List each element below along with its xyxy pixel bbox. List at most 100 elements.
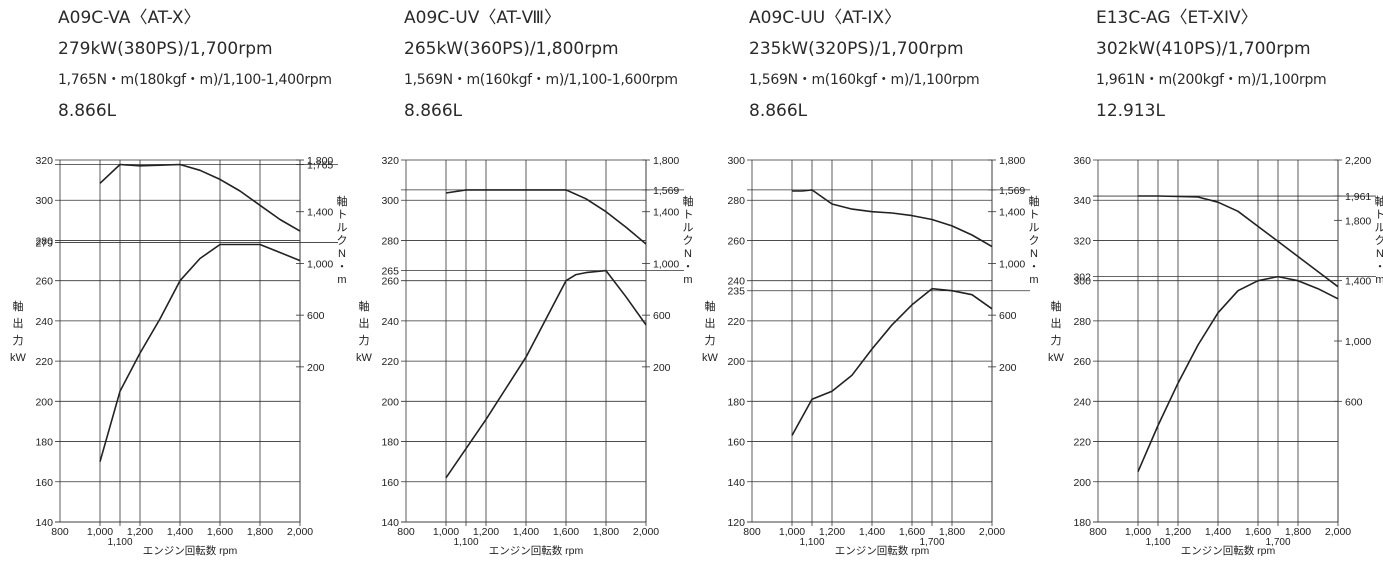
right-tick-label: 1,569 [653, 185, 679, 197]
y-tick-label: 200 [35, 396, 53, 408]
right-tick-label: 1,800 [999, 155, 1025, 167]
y2-axis-title-char: ト [1029, 209, 1040, 221]
power-curve [445, 269, 647, 479]
x-tick-label: 1,600 [899, 526, 925, 538]
right-tick-label: 600 [999, 310, 1017, 322]
torque-curve [792, 189, 993, 248]
performance-chart-0: 140 160 180 200 220 240 260 280 300 320 279 200 600 1… [10, 155, 348, 557]
power-curve [99, 243, 301, 462]
y-axis-title-char: 出 [705, 316, 716, 330]
right-tick-label: 1,961 [1345, 191, 1371, 203]
torque-curve [1138, 195, 1339, 288]
y-tick-label: 260 [35, 276, 53, 288]
power-curve [1137, 275, 1339, 473]
x-tick-label: 1,700 [919, 537, 944, 548]
x-tick-label: 1,400 [1205, 526, 1231, 538]
y-tick-label: 320 [381, 155, 399, 167]
y-tick-label: 200 [727, 356, 745, 368]
x-tick-label: 1,000 [87, 526, 113, 538]
y-tick-label: 220 [35, 356, 53, 368]
right-tick-label: 1,400 [307, 207, 333, 219]
y2-axis-title-char: ク [1029, 234, 1040, 247]
x-tick-label: 1,000 [779, 526, 805, 538]
x-tick-label: 1,400 [513, 526, 539, 538]
performance-chart-3: 180 200 220 240 260 280 300 320 340 360 302 600 1,00… [1048, 155, 1383, 557]
x-tick-label: 2,000 [287, 526, 313, 538]
y-tick-label: 280 [35, 235, 53, 247]
y2-axis-title-char: ト [683, 209, 694, 221]
y-tick-label: 302 [1073, 272, 1091, 284]
y-axis-title-char: kW [702, 352, 719, 364]
torque-curve [445, 189, 647, 245]
engine-power: 235kW(320PS)/1,700rpm [749, 39, 964, 59]
x-tick-label: 1,400 [167, 526, 193, 538]
y2-axis-title-char: m [337, 274, 346, 286]
x-tick-label: 800 [743, 526, 761, 538]
y-axis-title-char: 軸 [359, 299, 370, 313]
y-tick-label: 220 [727, 316, 745, 328]
x-tick-label: 1,100 [1145, 537, 1170, 548]
y-axis-title-char: 出 [1051, 316, 1062, 330]
y-tick-label: 280 [1073, 316, 1091, 328]
y-tick-label: 200 [381, 396, 399, 408]
engine-power: 279kW(380PS)/1,700rpm [58, 39, 273, 59]
x-axis-title: エンジン回転数 rpm [143, 544, 238, 557]
right-tick-label: 200 [653, 362, 671, 374]
y-tick-label: 200 [1073, 477, 1091, 489]
x-tick-label: 1,600 [1245, 526, 1271, 538]
y2-axis-title-char: ル [1375, 222, 1383, 234]
y-tick-label: 300 [381, 195, 399, 207]
y-tick-label: 360 [1073, 155, 1091, 167]
engine-header: A09C-VA〈AT-X〉 279kW(380PS)/1,700rpm 1,76… [58, 8, 332, 132]
x-tick-label: 1,100 [799, 537, 824, 548]
y2-axis-title-char: N [338, 248, 346, 260]
x-tick-label: 1,100 [453, 537, 478, 548]
y-axis-title-char: 力 [359, 334, 370, 347]
engine-panel-1: A09C-UV〈AT-Ⅷ〉 265kW(360PS)/1,800rpm 1,56… [404, 0, 749, 565]
y-axis-title-char: kW [10, 352, 27, 364]
y-axis-title-char: 力 [1051, 334, 1062, 347]
right-tick-label: 1,800 [307, 155, 333, 167]
engine-displacement: 8.866L [749, 101, 808, 121]
engine-header: E13C-AG〈ET-XIV〉 302kW(410PS)/1,700rpm 1,… [1096, 8, 1327, 132]
y-tick-label: 180 [1073, 517, 1091, 529]
right-tick-label: 600 [653, 310, 671, 322]
x-tick-label: 800 [1089, 526, 1107, 538]
y-tick-label: 260 [1073, 356, 1091, 368]
right-tick-label: 200 [307, 362, 325, 374]
engine-panel-2: A09C-UU〈AT-IX〉 235kW(320PS)/1,700rpm 1,5… [749, 0, 1094, 565]
x-tick-label: 1,200 [473, 526, 499, 538]
right-tick-label: 1,000 [1345, 336, 1371, 348]
y-axis-title-char: kW [356, 352, 373, 364]
right-tick-label: 200 [999, 362, 1017, 374]
x-tick-label: 2,000 [633, 526, 659, 538]
y-axis-title-char: 軸 [1051, 299, 1062, 313]
x-tick-label: 1,800 [1285, 526, 1311, 538]
y-tick-label: 140 [35, 517, 53, 529]
x-tick-label: 1,400 [859, 526, 885, 538]
x-tick-label: 1,600 [553, 526, 579, 538]
right-tick-label: 1,800 [1345, 215, 1371, 227]
y-tick-label: 265 [381, 266, 399, 278]
y-tick-label: 140 [381, 517, 399, 529]
y-tick-label: 300 [727, 155, 745, 167]
y2-axis-title-char: ト [337, 209, 348, 221]
y2-axis-title-char: N [684, 248, 692, 260]
y-axis-title-char: 力 [13, 334, 24, 347]
x-axis-title: エンジン回転数 rpm [1181, 544, 1276, 557]
y-tick-label: 240 [35, 316, 53, 328]
x-tick-label: 1,800 [939, 526, 965, 538]
y2-axis-title-char: 軸 [1375, 194, 1383, 208]
power-curve [791, 287, 993, 436]
engine-header: A09C-UU〈AT-IX〉 235kW(320PS)/1,700rpm 1,5… [749, 8, 980, 132]
y-tick-label: 220 [1073, 437, 1091, 449]
engine-header: A09C-UV〈AT-Ⅷ〉 265kW(360PS)/1,800rpm 1,56… [404, 8, 678, 132]
y-tick-label: 260 [381, 276, 399, 288]
x-tick-label: 800 [51, 526, 69, 538]
x-axis-title: エンジン回転数 rpm [489, 544, 584, 557]
y2-axis-title-char: ・ [683, 261, 694, 273]
torque-curve [99, 163, 301, 232]
right-tick-label: 1,000 [999, 258, 1025, 270]
right-tick-label: 1,569 [999, 185, 1025, 197]
y-tick-label: 320 [35, 155, 53, 167]
